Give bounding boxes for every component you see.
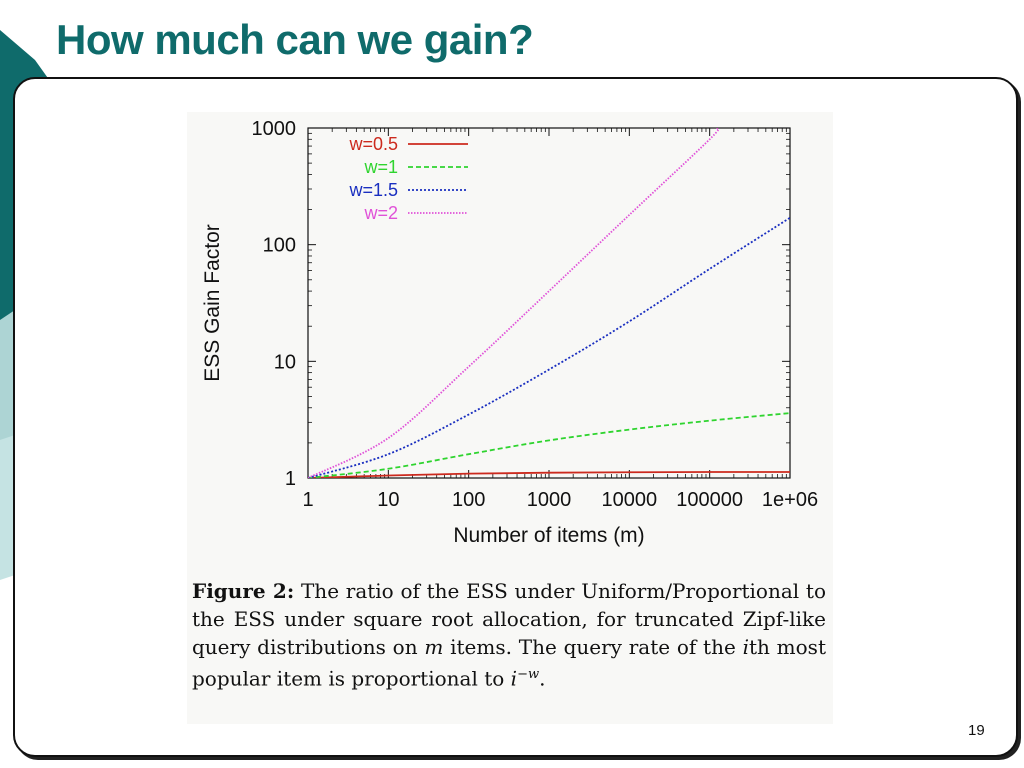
legend-label: w=1.5 [348,180,398,200]
x-tick-label: 100 [452,489,485,511]
y-tick-label: 10 [274,351,296,373]
caption-text-2: items. The query rate of the [443,635,743,659]
series-line-w=0.5 [308,471,790,478]
legend-label: w=1 [363,157,398,177]
caption-text-4: . [539,666,546,691]
x-tick-label: 10000 [602,489,658,511]
caption-text-3: th most popular item is proportional to [192,635,826,691]
y-tick-label: 100 [263,235,296,257]
series-line-w=2 [308,128,720,478]
x-tick-label: 1 [302,489,313,511]
slide-title: How much can we gain? [56,16,534,63]
x-tick-label: 1000 [527,489,572,511]
legend-label: w=0.5 [348,134,398,154]
ess-gain-chart: 1 10 100 1000 10000 100000 1e+06 1 10 100 1000 Numb… [201,118,818,547]
caption-var-i: i [742,635,749,659]
series-line-w=1 [308,412,790,478]
figure-caption: Figure 2: The ratio of the ESS under Uni… [192,577,826,693]
caption-var-base: i [510,666,518,691]
x-tick-label: 1e+06 [762,489,818,511]
legend-label: w=2 [363,203,398,223]
page-number: 19 [968,722,985,739]
y-tick-label: 1000 [252,118,297,140]
caption-label: Figure 2: [192,579,295,603]
x-tick-label: 10 [377,489,399,511]
figure-panel: 1 10 100 1000 10000 100000 1e+06 1 10 100 1000 Numb… [187,112,833,724]
x-tick-label: 100000 [676,489,743,511]
series-line-w=1.5 [308,217,790,478]
y-tick-label: 1 [285,468,296,490]
x-axis-label: Number of items (m) [453,524,644,547]
caption-text-1: The ratio of the ESS under Uniform/Propo… [192,579,826,659]
caption-var-m: m [424,635,444,659]
caption-var-exp: −w [517,667,540,682]
y-axis-label: ESS Gain Factor [201,224,224,382]
